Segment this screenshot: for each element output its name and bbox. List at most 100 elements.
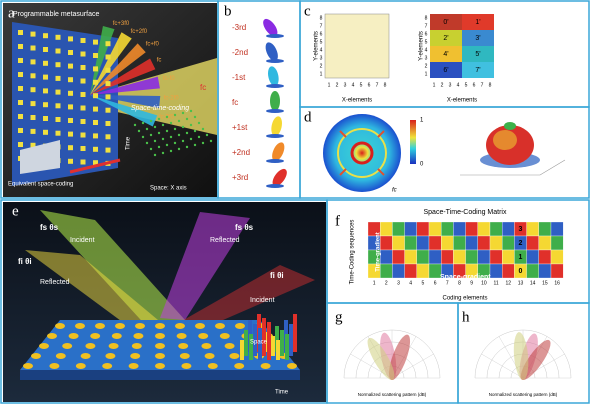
matrix-cell [502, 249, 515, 265]
region-label: 3' [475, 35, 480, 42]
matrix-cell [477, 249, 491, 265]
cube-point [165, 129, 169, 133]
space-gradient: Space-gradient [440, 274, 491, 281]
matrix-cell [477, 221, 491, 237]
meta-cell [105, 41, 111, 47]
matrix-cell [550, 221, 564, 237]
cube-point [209, 139, 213, 143]
cube-point [149, 119, 153, 123]
meta-cell [80, 38, 86, 43]
cube-point [145, 127, 149, 131]
order-label: fc [232, 98, 238, 107]
caption: Space-time-coding [131, 105, 189, 112]
meta-cell [43, 88, 48, 94]
cube-point [193, 143, 197, 147]
meta-cell [93, 146, 98, 152]
axis-label: Time [275, 390, 289, 396]
matrix-cell [428, 235, 442, 251]
meta-cell [68, 131, 73, 137]
beam-label: Reflected [40, 279, 70, 286]
meta-cell [229, 353, 240, 359]
harmonic-label: fc-f0 [163, 76, 175, 82]
coding-region [430, 62, 462, 78]
matrix-cell [489, 249, 503, 265]
matrix-cell [538, 263, 552, 279]
pattern-lobe [272, 142, 285, 162]
cube-point [161, 151, 165, 155]
time-bar [275, 326, 279, 352]
cube-point [157, 117, 161, 121]
x-tick-label: 3 [449, 82, 452, 88]
meta-cell [115, 323, 125, 329]
order-label: +3rd [232, 173, 248, 182]
meta-cell [55, 130, 61, 136]
meta-cell [93, 133, 98, 139]
meta-cell [80, 119, 86, 124]
order-label: +2nd [232, 148, 250, 157]
meta-cell [55, 353, 66, 359]
meta-cell [18, 86, 23, 91]
meta-cell [18, 142, 23, 147]
cube-point [157, 145, 161, 149]
matrix-cell [502, 263, 515, 279]
meta-cell [80, 105, 86, 111]
matrix-cell [465, 221, 478, 237]
polar-lobe [520, 339, 551, 381]
beam-freq: fs θs [235, 223, 254, 232]
cube-point [201, 141, 205, 145]
meta-cell [93, 79, 98, 85]
meta-cell [219, 333, 230, 339]
x-tick-label: 3 [397, 280, 400, 286]
meta-cell [201, 343, 212, 349]
meta-cell [68, 63, 73, 69]
space-axis: Space: X axis [150, 186, 187, 192]
axis-label: Space [250, 340, 268, 346]
y-tick-label: 3 [320, 55, 323, 61]
matrix-cell [428, 221, 442, 237]
region-label: 7' [475, 67, 480, 74]
panel-label: b [224, 3, 232, 19]
meta-cell [31, 353, 41, 359]
beam-freq: fs θs [40, 223, 59, 232]
meta-cell [30, 59, 36, 65]
order-label: +1st [232, 123, 248, 132]
matrix-cell [380, 263, 393, 279]
meta-cell [130, 353, 141, 359]
meta-cell [155, 343, 165, 349]
x-tick-label: 2 [441, 82, 444, 88]
meta-cell [68, 36, 73, 42]
x-tick-label: 1 [433, 82, 436, 88]
cube-point [197, 121, 201, 125]
beam [90, 95, 158, 127]
matrix-cell [416, 235, 430, 251]
matrix-cell [392, 249, 405, 265]
coding-region [430, 14, 462, 30]
meta-cell [260, 363, 271, 369]
matrix-cell [538, 221, 552, 237]
matrix-cell [453, 221, 466, 237]
meta-cell [68, 158, 73, 164]
polar-spoke [481, 353, 524, 379]
meta-cell [68, 145, 73, 151]
harmonic-label: fc [157, 58, 162, 64]
cube-point [193, 129, 197, 133]
cube-point [165, 143, 169, 147]
meta-cell [68, 77, 73, 83]
time-gradient: Time-gradient [376, 232, 382, 272]
y-tick-label: 6 [425, 31, 428, 37]
colorbar-label: 1 [420, 118, 424, 124]
meta-cell [175, 323, 185, 329]
harmonic-label: fc-2f0 [164, 96, 180, 102]
matrix-cell [380, 249, 393, 265]
region-label: 4' [443, 51, 448, 58]
panel-label: f [335, 213, 340, 229]
meta-cell [62, 343, 73, 349]
matrix-cell [502, 221, 515, 237]
meta-cell [105, 81, 111, 87]
meta-cell [80, 159, 86, 165]
meta-cell [55, 89, 61, 95]
meta-cell [68, 333, 79, 339]
meta-cell [234, 363, 245, 369]
cube-point [161, 123, 165, 127]
